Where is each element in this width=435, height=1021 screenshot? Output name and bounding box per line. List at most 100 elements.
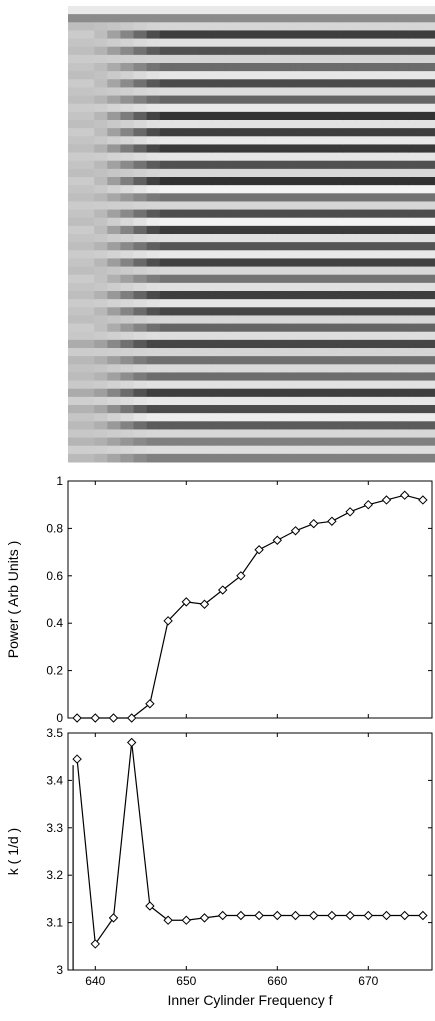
- heatmap-cell: [185, 201, 200, 211]
- heatmap-cell: [159, 14, 174, 23]
- heatmap-cell: [408, 356, 423, 365]
- heatmap-cell: [133, 136, 148, 145]
- heatmap-cell: [94, 453, 108, 463]
- heatmap-cell: [395, 445, 410, 455]
- heatmap-cell: [343, 315, 357, 325]
- heatmap-cell: [356, 71, 370, 80]
- heatmap-cell: [251, 14, 266, 23]
- heatmap-cell: [356, 209, 370, 219]
- heatmap-cell: [251, 274, 266, 284]
- heatmap-cell: [264, 185, 279, 194]
- heatmap-cell: [356, 152, 370, 162]
- heatmap-cell: [133, 266, 148, 276]
- heatmap-cell: [238, 242, 252, 251]
- heatmap-cell: [303, 437, 318, 447]
- heatmap-cell: [343, 168, 357, 178]
- heatmap-cell: [330, 111, 344, 121]
- heatmap-cell: [185, 291, 200, 300]
- heatmap-cell: [277, 413, 292, 422]
- heatmap-cell: [395, 234, 410, 243]
- heatmap-cell: [107, 193, 121, 202]
- heatmap-cell: [68, 128, 82, 137]
- heatmap-cell: [369, 87, 384, 97]
- heatmap-cell: [369, 71, 384, 80]
- heatmap-cell: [107, 152, 121, 162]
- heatmap-cell: [225, 250, 239, 259]
- heatmap-cell: [369, 177, 384, 186]
- heatmap-cell: [290, 274, 305, 284]
- heatmap-cell: [343, 299, 357, 308]
- heatmap-cell: [238, 307, 252, 316]
- heatmap-cell: [343, 128, 357, 137]
- heatmap-cell: [146, 6, 161, 15]
- heatmap-cell: [264, 193, 279, 202]
- heatmap-cell: [81, 120, 95, 129]
- heatmap-cell: [159, 339, 174, 349]
- heatmap-cell: [212, 380, 226, 390]
- heatmap-cell: [107, 63, 121, 72]
- heatmap-cell: [225, 6, 239, 15]
- heatmap-cell: [251, 30, 266, 40]
- heatmap-cell: [395, 46, 410, 56]
- heatmap-cell: [369, 128, 384, 137]
- heatmap-cell: [81, 299, 95, 308]
- heatmap-cell: [133, 429, 148, 439]
- heatmap-cell: [356, 299, 370, 308]
- heatmap-cell: [277, 364, 292, 373]
- heatmap-cell: [172, 234, 187, 243]
- data-point: [272, 910, 283, 921]
- heatmap-cell: [185, 445, 200, 455]
- heatmap-cell: [330, 291, 344, 300]
- heatmap-cell: [317, 79, 331, 88]
- heatmap-cell: [120, 128, 135, 137]
- heatmap-cell: [238, 87, 252, 97]
- heatmap-cell: [146, 364, 161, 373]
- heatmap-cell: [212, 364, 226, 373]
- heatmap-cell: [277, 120, 292, 129]
- heatmap-cell: [81, 152, 95, 162]
- heatmap-cell: [212, 14, 226, 23]
- heatmap-cell: [369, 46, 384, 56]
- heatmap-cell: [120, 120, 135, 129]
- heatmap-cell: [107, 266, 121, 276]
- heatmap-cell: [146, 217, 161, 227]
- heatmap-cell: [212, 46, 226, 56]
- heatmap-cell: [81, 291, 95, 300]
- heatmap-cell: [159, 103, 174, 113]
- heatmap-cell: [264, 234, 279, 243]
- heatmap-cell: [225, 103, 239, 113]
- heatmap-cell: [172, 144, 187, 154]
- heatmap-cell: [264, 250, 279, 259]
- heatmap-cell: [68, 307, 82, 316]
- heatmap-cell: [159, 348, 174, 357]
- heatmap-cell: [343, 339, 357, 349]
- heatmap-cell: [68, 258, 82, 268]
- heatmap-cell: [238, 71, 252, 80]
- heatmap-cell: [225, 144, 239, 154]
- heatmap-cell: [94, 396, 108, 406]
- heatmap-cell: [408, 87, 423, 97]
- heatmap-cell: [146, 168, 161, 178]
- heatmap-cell: [264, 331, 279, 341]
- heatmap-cell: [199, 38, 213, 48]
- heatmap-cell: [330, 307, 344, 316]
- heatmap-cell: [107, 217, 121, 227]
- heatmap-cell: [107, 356, 121, 365]
- heatmap-cell: [225, 372, 239, 382]
- heatmap-cell: [264, 136, 279, 145]
- heatmap-cell: [133, 339, 148, 349]
- heatmap-cell: [330, 144, 344, 154]
- heatmap-cell: [238, 225, 252, 235]
- heatmap-cell: [185, 152, 200, 162]
- heatmap-cell: [107, 388, 121, 398]
- heatmap-cell: [421, 225, 435, 235]
- heatmap-cell: [94, 22, 108, 31]
- data-point: [236, 571, 246, 581]
- heatmap-cell: [172, 291, 187, 300]
- heatmap-cell: [159, 234, 174, 243]
- heatmap-cell: [317, 364, 331, 373]
- heatmap-cell: [356, 177, 370, 186]
- heatmap-cell: [120, 63, 135, 72]
- heatmap-cell: [251, 136, 266, 145]
